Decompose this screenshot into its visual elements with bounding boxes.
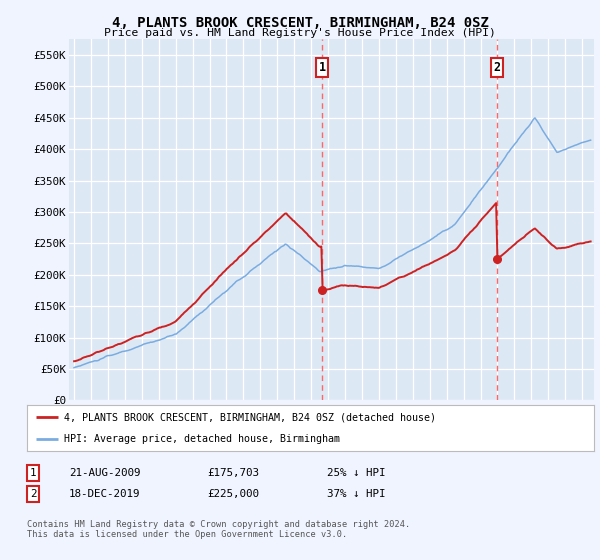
Text: £225,000: £225,000: [207, 489, 259, 499]
Text: 4, PLANTS BROOK CRESCENT, BIRMINGHAM, B24 0SZ (detached house): 4, PLANTS BROOK CRESCENT, BIRMINGHAM, B2…: [64, 412, 436, 422]
Text: 25% ↓ HPI: 25% ↓ HPI: [327, 468, 386, 478]
Text: 4, PLANTS BROOK CRESCENT, BIRMINGHAM, B24 0SZ: 4, PLANTS BROOK CRESCENT, BIRMINGHAM, B2…: [112, 16, 488, 30]
Text: 2: 2: [30, 489, 36, 499]
Text: 21-AUG-2009: 21-AUG-2009: [69, 468, 140, 478]
Text: 37% ↓ HPI: 37% ↓ HPI: [327, 489, 386, 499]
Text: 2: 2: [493, 61, 500, 74]
Text: Price paid vs. HM Land Registry's House Price Index (HPI): Price paid vs. HM Land Registry's House …: [104, 28, 496, 38]
Text: HPI: Average price, detached house, Birmingham: HPI: Average price, detached house, Birm…: [64, 435, 340, 444]
Text: Contains HM Land Registry data © Crown copyright and database right 2024.
This d: Contains HM Land Registry data © Crown c…: [27, 520, 410, 539]
Text: 1: 1: [319, 61, 326, 74]
Text: £175,703: £175,703: [207, 468, 259, 478]
Text: 18-DEC-2019: 18-DEC-2019: [69, 489, 140, 499]
Text: 1: 1: [30, 468, 36, 478]
